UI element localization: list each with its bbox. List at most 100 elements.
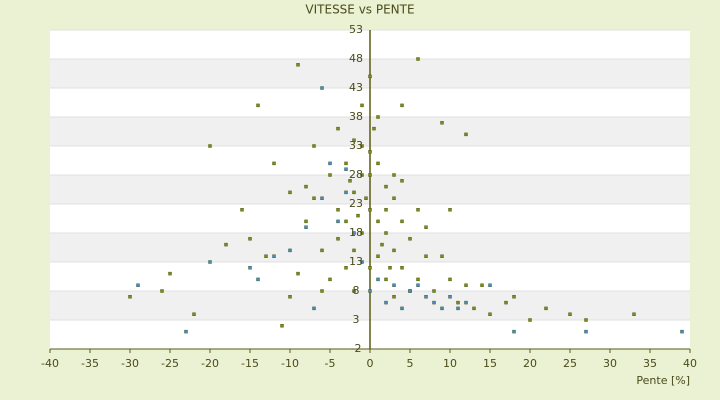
point: [416, 283, 420, 287]
point: [400, 103, 404, 108]
point: [184, 329, 188, 334]
x-tick-label: 15: [483, 357, 497, 370]
point: [256, 103, 260, 108]
point: [680, 329, 684, 334]
point: [464, 300, 468, 305]
point: [360, 231, 364, 235]
y-tick-label: 18: [349, 226, 363, 239]
point: [352, 248, 356, 253]
point: [400, 179, 404, 183]
point: [344, 161, 348, 166]
point: [240, 208, 244, 212]
point: [464, 283, 468, 287]
point: [480, 283, 484, 287]
x-tick-label: 35: [643, 357, 657, 370]
point: [256, 277, 260, 282]
point: [356, 213, 360, 218]
point: [344, 266, 348, 270]
point: [504, 300, 508, 305]
point: [392, 283, 396, 287]
point: [360, 103, 364, 108]
point: [464, 132, 468, 137]
point: [352, 289, 356, 293]
point: [368, 266, 372, 270]
y-tick-label: 13: [349, 255, 363, 268]
point: [384, 184, 388, 189]
point: [312, 306, 316, 311]
point: [432, 289, 436, 293]
point: [224, 242, 228, 247]
y-tick-label: 53: [349, 23, 363, 36]
y-tick-label: 23: [349, 197, 363, 210]
point: [248, 237, 252, 241]
point: [320, 289, 324, 293]
point: [360, 173, 364, 177]
point: [344, 190, 348, 195]
point: [376, 161, 380, 166]
point: [136, 283, 140, 287]
x-tick-label: -5: [325, 357, 336, 370]
point: [448, 277, 452, 282]
point: [488, 283, 492, 287]
point: [368, 289, 372, 293]
point: [376, 219, 380, 224]
x-tick-label: -15: [241, 357, 259, 370]
x-tick-label: -30: [121, 357, 139, 370]
point: [348, 179, 352, 183]
y-tick-label: 8: [353, 284, 360, 297]
point: [368, 173, 372, 177]
chart-title: VITESSE vs PENTE: [305, 3, 414, 17]
x-axis-title: Pente [%]: [636, 374, 690, 387]
point: [328, 277, 332, 282]
point: [304, 219, 308, 224]
point: [336, 126, 340, 131]
y-tick-label: 38: [349, 110, 363, 123]
x-tick-label: 10: [443, 357, 457, 370]
point: [528, 318, 532, 322]
point: [424, 295, 428, 299]
point: [380, 242, 384, 247]
x-tick-label: 40: [683, 357, 697, 370]
x-tick-label: -10: [281, 357, 299, 370]
point: [280, 324, 284, 328]
point: [288, 190, 292, 195]
point: [384, 208, 388, 212]
point: [160, 289, 164, 293]
point: [304, 225, 308, 229]
point: [512, 329, 516, 334]
point: [440, 254, 444, 258]
point: [392, 295, 396, 299]
point: [344, 219, 348, 224]
point: [320, 196, 324, 200]
point: [352, 231, 356, 235]
point: [288, 248, 292, 253]
point: [304, 184, 308, 189]
point: [448, 208, 452, 212]
point: [376, 277, 380, 282]
point: [568, 312, 572, 316]
point: [400, 266, 404, 270]
point: [384, 231, 388, 235]
point: [512, 295, 516, 299]
point: [416, 57, 420, 61]
point: [264, 254, 268, 258]
point: [416, 208, 420, 212]
point: [392, 196, 396, 200]
point: [400, 306, 404, 311]
point: [432, 300, 436, 305]
point: [368, 74, 372, 79]
y-tick-label: 33: [349, 139, 363, 152]
point: [208, 144, 212, 148]
point: [272, 161, 276, 166]
x-tick-label: 20: [523, 357, 537, 370]
x-tick-label: -35: [81, 357, 99, 370]
point: [584, 329, 588, 334]
y-tick-label: 48: [349, 52, 363, 65]
point: [336, 208, 340, 212]
point: [440, 121, 444, 125]
x-tick-label: 0: [367, 357, 374, 370]
y-tick-label: 43: [349, 81, 363, 94]
x-tick-label: 5: [407, 357, 414, 370]
point: [248, 266, 252, 270]
